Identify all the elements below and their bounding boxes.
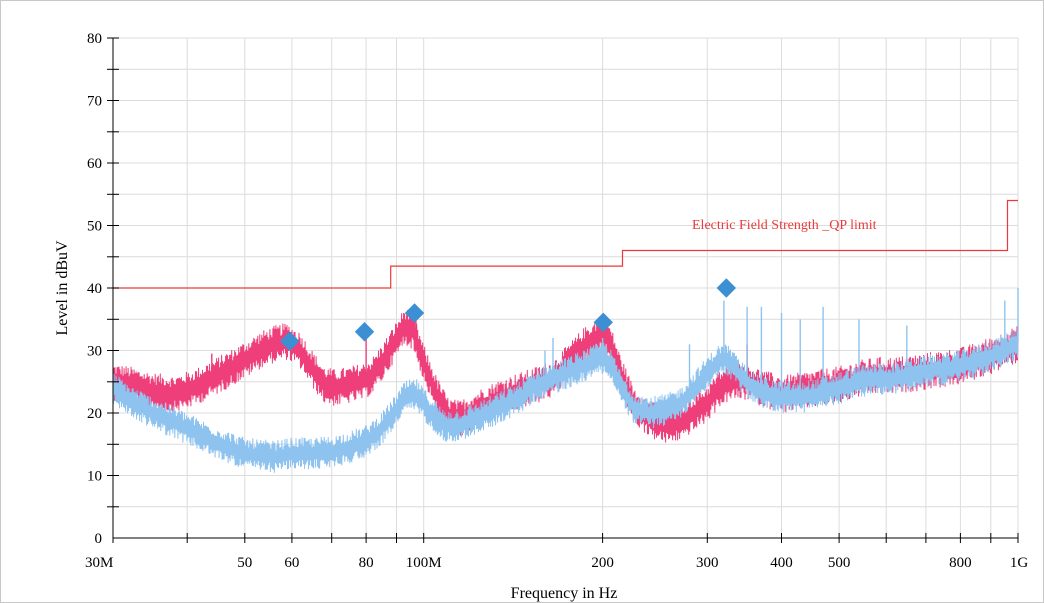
x-tick-label: 800 xyxy=(949,555,972,571)
y-tick-label: 40 xyxy=(87,281,102,297)
x-tick-label: 400 xyxy=(770,555,793,571)
limit-label: Electric Field Strength _QP limit xyxy=(692,218,877,233)
marker-layer xyxy=(280,278,737,351)
x-tick-label: 500 xyxy=(828,555,851,571)
y-axis-title: Level in dBuV xyxy=(54,240,71,336)
marker-diamond xyxy=(716,278,737,298)
x-tick-label: 200 xyxy=(591,555,614,571)
limit-line xyxy=(113,199,1018,289)
y-tick-label: 0 xyxy=(95,531,103,547)
series-layer xyxy=(112,288,1019,473)
y-tick-label: 60 xyxy=(87,156,102,172)
marker-diamond xyxy=(354,322,375,342)
x-tick-label: 300 xyxy=(696,555,719,571)
marker-diamond xyxy=(404,303,425,323)
y-tick-label: 70 xyxy=(87,94,102,110)
x-tick-label: 60 xyxy=(284,555,299,571)
x-tick-label: 1G xyxy=(1010,555,1029,571)
axes: 0 10 20 30 40 50 60 70 80 30M 50 60 80 100M 200 300 400 5… xyxy=(85,31,1028,571)
x-tick-label: 100M xyxy=(406,555,442,571)
x-tick-label: 30M xyxy=(85,555,113,571)
y-tick-label: 20 xyxy=(87,406,102,422)
x-tick-label: 80 xyxy=(359,555,374,571)
series-qp_blue xyxy=(112,329,1019,473)
y-tick-label: 30 xyxy=(87,344,102,360)
marker-diamond xyxy=(593,312,613,333)
y-tick-label: 50 xyxy=(87,219,102,235)
marker-diamond xyxy=(280,331,300,351)
x-axis-title: Frequency in Hz xyxy=(511,585,618,602)
y-tick-label: 10 xyxy=(87,469,102,485)
y-tick-label: 80 xyxy=(87,31,102,47)
grid xyxy=(112,37,1019,538)
limit-layer xyxy=(113,199,1018,289)
x-tick-label: 50 xyxy=(237,555,252,571)
